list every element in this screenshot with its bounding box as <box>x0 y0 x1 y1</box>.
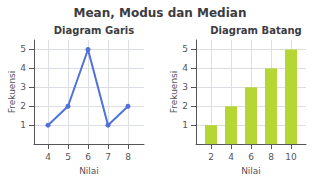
svg-text:6: 6 <box>85 152 91 162</box>
svg-text:8: 8 <box>125 152 131 162</box>
svg-text:Nilai: Nilai <box>241 166 261 176</box>
svg-text:8: 8 <box>268 152 274 162</box>
svg-text:Mean, Modus dan Median: Mean, Modus dan Median <box>74 6 247 20</box>
svg-text:Frekuensi: Frekuensi <box>7 71 17 114</box>
svg-text:1: 1 <box>182 120 188 130</box>
svg-text:4: 4 <box>182 63 188 73</box>
svg-text:6: 6 <box>248 152 254 162</box>
svg-text:5: 5 <box>20 44 26 54</box>
svg-text:Frekuensi: Frekuensi <box>169 71 179 114</box>
svg-text:3: 3 <box>182 82 188 92</box>
svg-text:4: 4 <box>20 63 26 73</box>
svg-text:Diagram Batang: Diagram Batang <box>210 25 301 36</box>
svg-text:5: 5 <box>182 44 188 54</box>
svg-text:3: 3 <box>20 82 26 92</box>
svg-text:10: 10 <box>285 152 297 162</box>
svg-text:2: 2 <box>182 101 188 111</box>
svg-text:Diagram Garis: Diagram Garis <box>54 25 135 36</box>
svg-text:5: 5 <box>65 152 71 162</box>
svg-text:1: 1 <box>20 120 26 130</box>
svg-text:2: 2 <box>208 152 214 162</box>
svg-text:Nilai: Nilai <box>79 166 99 176</box>
svg-text:2: 2 <box>20 101 26 111</box>
svg-text:7: 7 <box>105 152 111 162</box>
svg-text:4: 4 <box>45 152 51 162</box>
svg-text:4: 4 <box>228 152 234 162</box>
